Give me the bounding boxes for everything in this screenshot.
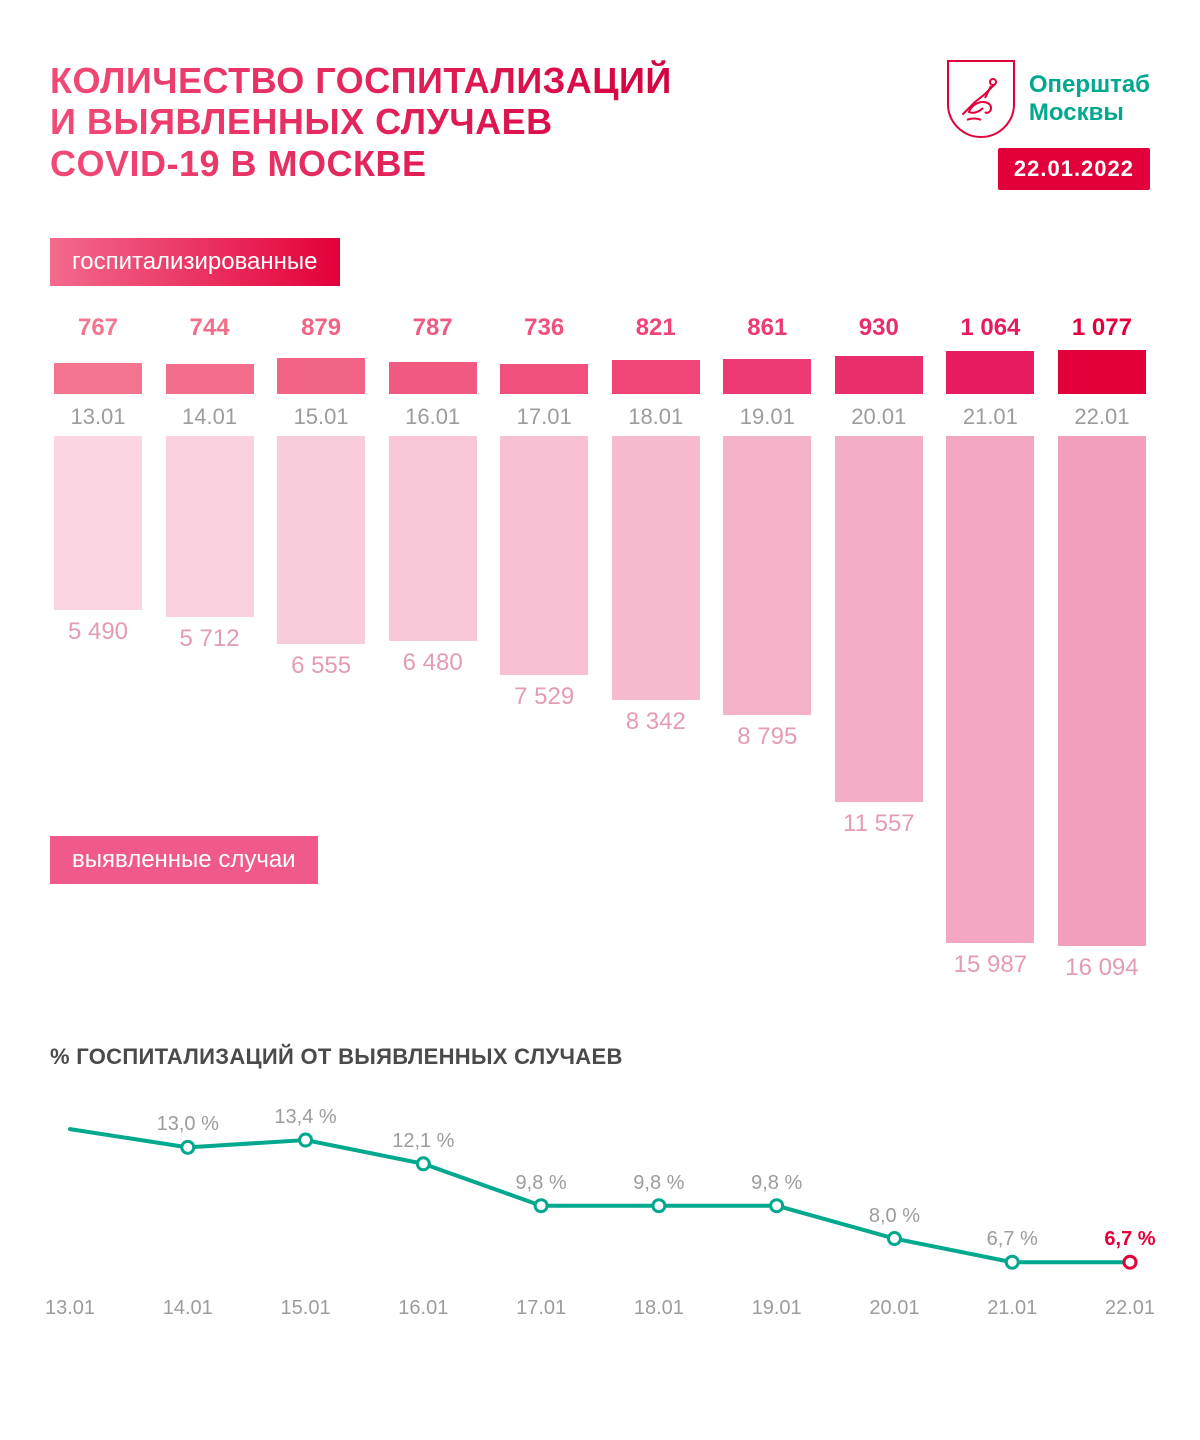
cases-bar [500,436,588,675]
cases-value: 6 480 [403,649,463,677]
axis-date-label: 21.01 [987,1297,1037,1320]
date-label: 19.01 [740,404,795,430]
hospitalized-bar [835,356,923,394]
legend-hospitalized: госпитализированные [50,238,340,286]
brand-text: Оперштаб Москвы [1029,71,1150,126]
axis-date-label: 18.01 [634,1297,684,1320]
hospitalized-bar [166,364,254,394]
cases-value: 15 987 [954,951,1027,979]
axis-date-label: 16.01 [398,1297,448,1320]
hospitalized-value: 821 [636,314,676,342]
pct-label: 9,8 % [516,1172,567,1195]
hospitalized-bar [277,358,365,394]
page-title: КОЛИЧЕСТВО ГОСПИТАЛИЗАЦИЙ И ВЫЯВЛЕННЫХ С… [50,60,672,184]
cases-bar [835,436,923,802]
bar-column: 767 13.01 5 490 [50,314,146,994]
hospitalized-value: 767 [78,314,118,342]
date-label: 18.01 [628,404,683,430]
hospitalized-bar [54,363,142,394]
title-line-3: COVID-19 В МОСКВЕ [50,143,427,184]
cases-bar [389,436,477,641]
cases-bar [723,436,811,715]
axis-date-label: 17.01 [516,1297,566,1320]
bar-column: 1 077 22.01 16 094 [1054,314,1150,994]
cases-bar [54,436,142,610]
hospitalized-value: 787 [413,314,453,342]
header-right: Оперштаб Москвы 22.01.2022 [947,60,1150,190]
date-label: 14.01 [182,404,237,430]
pct-label: 8,0 % [869,1205,920,1228]
cases-value: 8 342 [626,708,686,736]
legend-cases: выявленные случаи [50,836,318,884]
date-label: 17.01 [517,404,572,430]
axis-date-label: 15.01 [281,1297,331,1320]
date-label: 21.01 [963,404,1018,430]
cases-bar [1058,436,1146,946]
hospitalized-bar [1058,350,1146,394]
hospitalized-bar [723,359,811,394]
brand-row: Оперштаб Москвы [947,60,1150,138]
bar-column: 879 15.01 6 555 [273,314,369,994]
hospitalized-value: 879 [301,314,341,342]
cases-value: 6 555 [291,652,351,680]
line-chart: 13,0 % 13,4 % 12,1 % 9,8 % 9,8 % 9,8 % 8,0 % 6,… [50,1080,1150,1320]
bar-column: 930 20.01 11 557 [831,314,927,994]
hospitalized-bar [389,362,477,394]
bar-columns: 767 13.01 5 490 744 14.01 5 712 879 15.01 6 555 7… [50,314,1150,994]
pct-label: 9,8 % [751,1172,802,1195]
bar-column: 1 064 21.01 15 987 [942,314,1038,994]
pct-label: 13,4 % [274,1106,336,1129]
cases-value: 5 490 [68,618,128,646]
pct-label: 6,7 % [987,1228,1038,1251]
axis-date-label: 14.01 [163,1297,213,1320]
title-line-1: КОЛИЧЕСТВО ГОСПИТАЛИЗАЦИЙ [50,60,672,101]
bar-chart: 767 13.01 5 490 744 14.01 5 712 879 15.01 6 555 7… [50,314,1150,994]
bar-column: 787 16.01 6 480 [385,314,481,994]
cases-bar [612,436,700,700]
bar-column: 744 14.01 5 712 [162,314,258,994]
line-chart-title: % ГОСПИТАЛИЗАЦИЙ ОТ ВЫЯВЛЕННЫХ СЛУЧАЕВ [50,1044,1150,1070]
title-line-2: И ВЫЯВЛЕННЫХ СЛУЧАЕВ [50,101,553,142]
cases-bar [166,436,254,617]
hospitalized-value: 736 [524,314,564,342]
bar-column: 821 18.01 8 342 [608,314,704,994]
pct-label: 6,7 % [1104,1228,1155,1251]
hospitalized-value: 930 [859,314,899,342]
moscow-coat-of-arms-icon [947,60,1015,138]
pct-label: 12,1 % [392,1130,454,1153]
cases-value: 7 529 [514,683,574,711]
brand-line-1: Оперштаб [1029,71,1150,98]
date-label: 13.01 [70,404,125,430]
hospitalized-value: 744 [190,314,230,342]
date-badge: 22.01.2022 [998,148,1150,190]
cases-value: 11 557 [843,810,915,838]
axis-date-label: 13.01 [45,1297,95,1320]
axis-date-label: 19.01 [752,1297,802,1320]
cases-bar [277,436,365,644]
pct-label: 9,8 % [633,1172,684,1195]
hospitalized-value: 861 [747,314,787,342]
brand-line-2: Москвы [1029,99,1124,126]
bar-column: 736 17.01 7 529 [496,314,592,994]
date-label: 20.01 [851,404,906,430]
hospitalized-bar [612,360,700,394]
hospitalized-value: 1 064 [960,314,1020,342]
pct-label: 13,0 % [157,1113,219,1136]
bar-column: 861 19.01 8 795 [719,314,815,994]
cases-value: 8 795 [737,723,797,751]
header: КОЛИЧЕСТВО ГОСПИТАЛИЗАЦИЙ И ВЫЯВЛЕННЫХ С… [50,60,1150,190]
date-label: 15.01 [294,404,349,430]
hospitalized-bar [946,351,1034,394]
axis-date-label: 20.01 [869,1297,919,1320]
cases-bar [946,436,1034,943]
date-label: 16.01 [405,404,460,430]
hospitalized-value: 1 077 [1072,314,1132,342]
cases-value: 5 712 [180,625,240,653]
axis-date-label: 22.01 [1105,1297,1155,1320]
date-label: 22.01 [1074,404,1129,430]
hospitalized-bar [500,364,588,394]
cases-value: 16 094 [1065,954,1138,982]
